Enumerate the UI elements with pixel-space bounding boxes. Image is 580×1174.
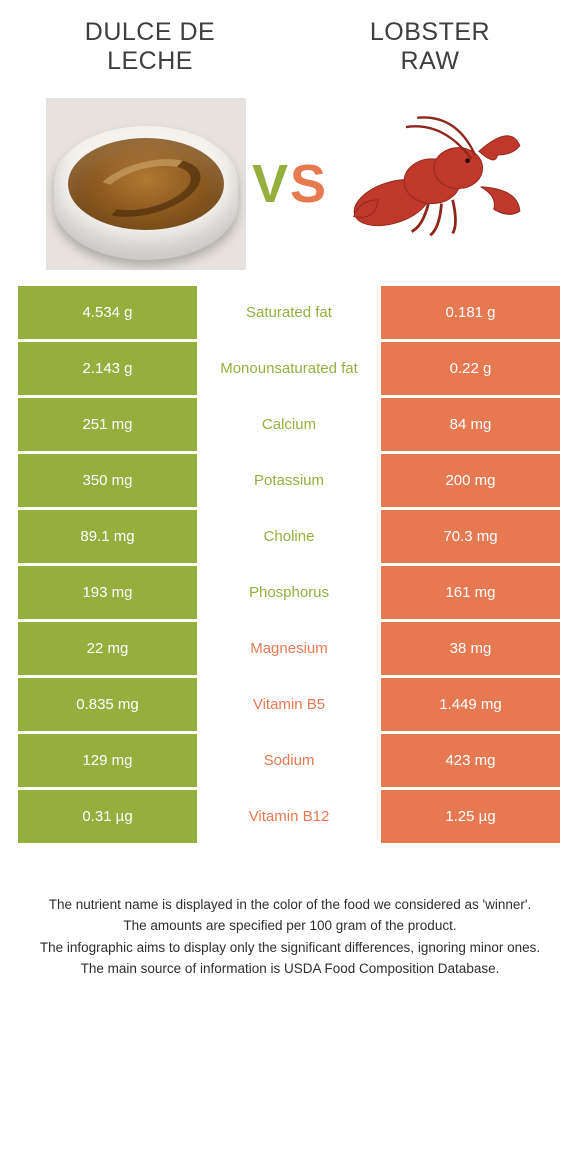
vs-v: v xyxy=(252,154,290,214)
value-right: 84 mg xyxy=(378,398,560,451)
nutrient-label: Saturated fat xyxy=(200,286,378,339)
footer-line-1: The nutrient name is displayed in the co… xyxy=(32,894,548,916)
footer-line-4: The main source of information is USDA F… xyxy=(32,958,548,980)
value-right: 423 mg xyxy=(378,734,560,787)
value-right: 1.25 µg xyxy=(378,790,560,843)
value-left: 129 mg xyxy=(18,734,200,787)
image-right xyxy=(334,98,534,270)
value-right: 200 mg xyxy=(378,454,560,507)
table-row: 0.835 mgVitamin B51.449 mg xyxy=(18,678,562,734)
value-right: 161 mg xyxy=(378,566,560,619)
table-row: 22 mgMagnesium38 mg xyxy=(18,622,562,678)
title-left: Dulce de leche xyxy=(60,18,240,76)
table-row: 129 mgSodium423 mg xyxy=(18,734,562,790)
value-right: 1.449 mg xyxy=(378,678,560,731)
footer-line-3: The infographic aims to display only the… xyxy=(32,937,548,959)
value-right: 0.181 g xyxy=(378,286,560,339)
nutrient-label: Potassium xyxy=(200,454,378,507)
vs-label: vs xyxy=(252,153,328,215)
value-left: 89.1 mg xyxy=(18,510,200,563)
value-left: 2.143 g xyxy=(18,342,200,395)
vs-s: s xyxy=(290,154,328,214)
nutrient-table: 4.534 gSaturated fat0.181 g2.143 gMonoun… xyxy=(18,286,562,846)
footer-line-2: The amounts are specified per 100 gram o… xyxy=(32,915,548,937)
table-row: 350 mgPotassium200 mg xyxy=(18,454,562,510)
value-right: 38 mg xyxy=(378,622,560,675)
lobster-icon xyxy=(338,114,530,254)
table-row: 4.534 gSaturated fat0.181 g xyxy=(18,286,562,342)
value-left: 0.31 µg xyxy=(18,790,200,843)
nutrient-label: Vitamin B5 xyxy=(200,678,378,731)
hero-row: vs xyxy=(0,76,580,286)
nutrient-label: Calcium xyxy=(200,398,378,451)
nutrient-label: Vitamin B12 xyxy=(200,790,378,843)
titles-row: Dulce de leche Lobster raw xyxy=(0,0,580,76)
nutrient-label: Magnesium xyxy=(200,622,378,675)
value-left: 4.534 g xyxy=(18,286,200,339)
value-right: 0.22 g xyxy=(378,342,560,395)
value-left: 0.835 mg xyxy=(18,678,200,731)
footer-notes: The nutrient name is displayed in the co… xyxy=(0,846,580,980)
table-row: 89.1 mgCholine70.3 mg xyxy=(18,510,562,566)
nutrient-label: Monounsaturated fat xyxy=(200,342,378,395)
table-row: 251 mgCalcium84 mg xyxy=(18,398,562,454)
title-right: Lobster raw xyxy=(340,18,520,76)
table-row: 193 mgPhosphorus161 mg xyxy=(18,566,562,622)
value-left: 193 mg xyxy=(18,566,200,619)
comparison-infographic: Dulce de leche Lobster raw vs xyxy=(0,0,580,980)
value-left: 22 mg xyxy=(18,622,200,675)
image-left xyxy=(46,98,246,270)
nutrient-label: Phosphorus xyxy=(200,566,378,619)
value-right: 70.3 mg xyxy=(378,510,560,563)
value-left: 251 mg xyxy=(18,398,200,451)
table-row: 2.143 gMonounsaturated fat0.22 g xyxy=(18,342,562,398)
nutrient-label: Choline xyxy=(200,510,378,563)
nutrient-label: Sodium xyxy=(200,734,378,787)
value-left: 350 mg xyxy=(18,454,200,507)
table-row: 0.31 µgVitamin B121.25 µg xyxy=(18,790,562,846)
